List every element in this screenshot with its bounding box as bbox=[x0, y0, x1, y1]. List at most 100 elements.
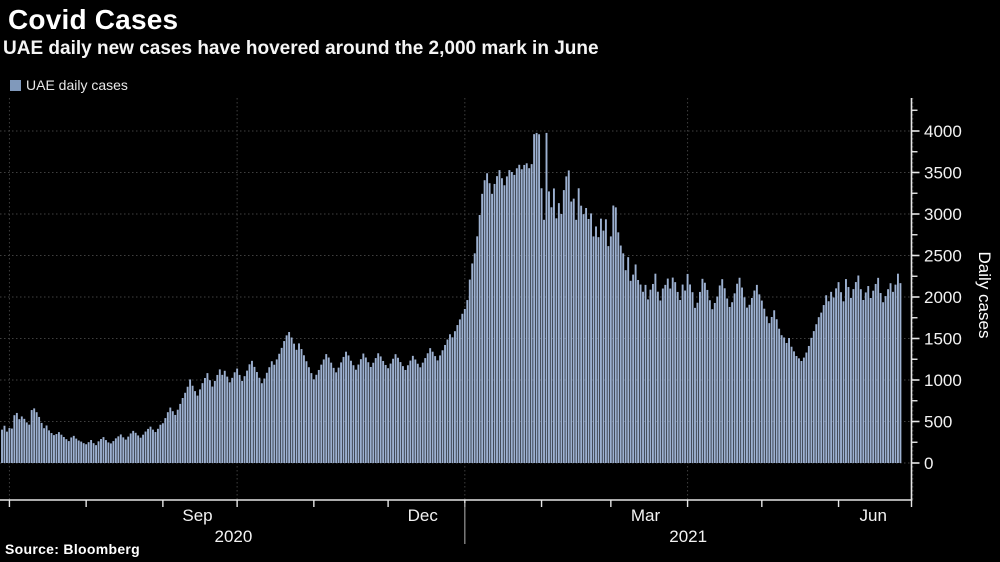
bar bbox=[382, 360, 385, 463]
bar bbox=[473, 253, 476, 463]
bar bbox=[189, 379, 192, 463]
bar bbox=[379, 356, 382, 463]
y-axis-tick-label: 1000 bbox=[924, 371, 962, 390]
bar bbox=[726, 298, 729, 463]
bar bbox=[23, 418, 26, 463]
bar bbox=[770, 317, 773, 463]
bar bbox=[508, 170, 511, 463]
bar bbox=[347, 355, 350, 463]
bar bbox=[13, 415, 16, 463]
bar bbox=[649, 289, 652, 463]
bar bbox=[491, 193, 493, 463]
bar bbox=[656, 291, 659, 463]
bar bbox=[119, 434, 122, 463]
bar bbox=[654, 273, 657, 463]
bar bbox=[597, 237, 600, 463]
bar bbox=[147, 428, 149, 463]
bar bbox=[10, 428, 13, 464]
bar bbox=[82, 443, 85, 463]
bar bbox=[837, 282, 840, 463]
bar bbox=[421, 362, 424, 463]
bar bbox=[624, 270, 627, 463]
bar bbox=[288, 332, 291, 463]
bar bbox=[357, 364, 360, 463]
bar bbox=[33, 408, 36, 463]
bar bbox=[713, 302, 716, 463]
bar bbox=[307, 367, 310, 463]
bar bbox=[862, 299, 865, 463]
y-axis-title: Daily cases bbox=[975, 252, 994, 339]
bar bbox=[609, 236, 612, 463]
chart-subtitle: UAE daily new cases have hovered around … bbox=[3, 38, 599, 59]
bar bbox=[181, 398, 184, 463]
bar bbox=[540, 188, 543, 463]
bar bbox=[273, 364, 276, 463]
bar bbox=[535, 132, 538, 463]
bar bbox=[303, 355, 305, 463]
bar bbox=[191, 385, 194, 463]
bar bbox=[867, 286, 870, 463]
bar bbox=[840, 292, 842, 463]
bar bbox=[268, 367, 271, 463]
bar bbox=[102, 437, 105, 463]
bar bbox=[320, 364, 323, 463]
bar bbox=[684, 290, 687, 463]
bar bbox=[869, 298, 872, 463]
bar bbox=[75, 438, 78, 463]
bar bbox=[691, 292, 694, 463]
bar bbox=[1, 429, 3, 463]
x-axis-month-label: Mar bbox=[631, 506, 661, 525]
bar bbox=[661, 288, 664, 463]
bar bbox=[327, 357, 330, 463]
bar bbox=[20, 416, 23, 463]
bar bbox=[285, 335, 288, 463]
bar bbox=[228, 382, 231, 463]
bar bbox=[431, 351, 434, 463]
bar bbox=[694, 307, 696, 463]
bar bbox=[493, 183, 496, 463]
bar bbox=[38, 416, 41, 464]
bar bbox=[557, 203, 560, 463]
bar bbox=[402, 366, 404, 463]
bar bbox=[161, 423, 164, 463]
bar bbox=[783, 337, 786, 463]
bar bbox=[57, 432, 60, 463]
bar bbox=[149, 426, 152, 463]
bar bbox=[854, 282, 857, 463]
bar bbox=[62, 437, 65, 463]
bar bbox=[166, 412, 169, 463]
bar bbox=[211, 386, 214, 463]
bar bbox=[92, 443, 95, 463]
bar bbox=[750, 298, 753, 463]
bar bbox=[778, 328, 781, 463]
bar bbox=[478, 215, 481, 463]
bar bbox=[199, 389, 201, 463]
bar bbox=[798, 358, 800, 463]
bar bbox=[305, 361, 308, 463]
bar bbox=[501, 178, 503, 464]
bar bbox=[637, 279, 640, 464]
bar bbox=[510, 172, 513, 463]
bar bbox=[669, 288, 672, 463]
bar bbox=[409, 360, 412, 463]
bar bbox=[746, 307, 748, 463]
bar bbox=[731, 302, 734, 463]
bar bbox=[805, 352, 808, 463]
bar bbox=[208, 380, 211, 463]
bar bbox=[892, 291, 894, 463]
bar bbox=[67, 441, 70, 463]
bar bbox=[483, 180, 486, 463]
bar bbox=[765, 316, 768, 463]
bar bbox=[8, 428, 11, 463]
bar bbox=[696, 302, 699, 463]
bar bbox=[439, 355, 442, 463]
bar bbox=[884, 296, 887, 463]
bar bbox=[503, 185, 506, 463]
bar bbox=[842, 301, 845, 463]
bar bbox=[825, 295, 828, 463]
bar bbox=[619, 245, 622, 463]
bar bbox=[679, 299, 682, 463]
bar bbox=[505, 176, 508, 463]
bar bbox=[171, 411, 174, 463]
